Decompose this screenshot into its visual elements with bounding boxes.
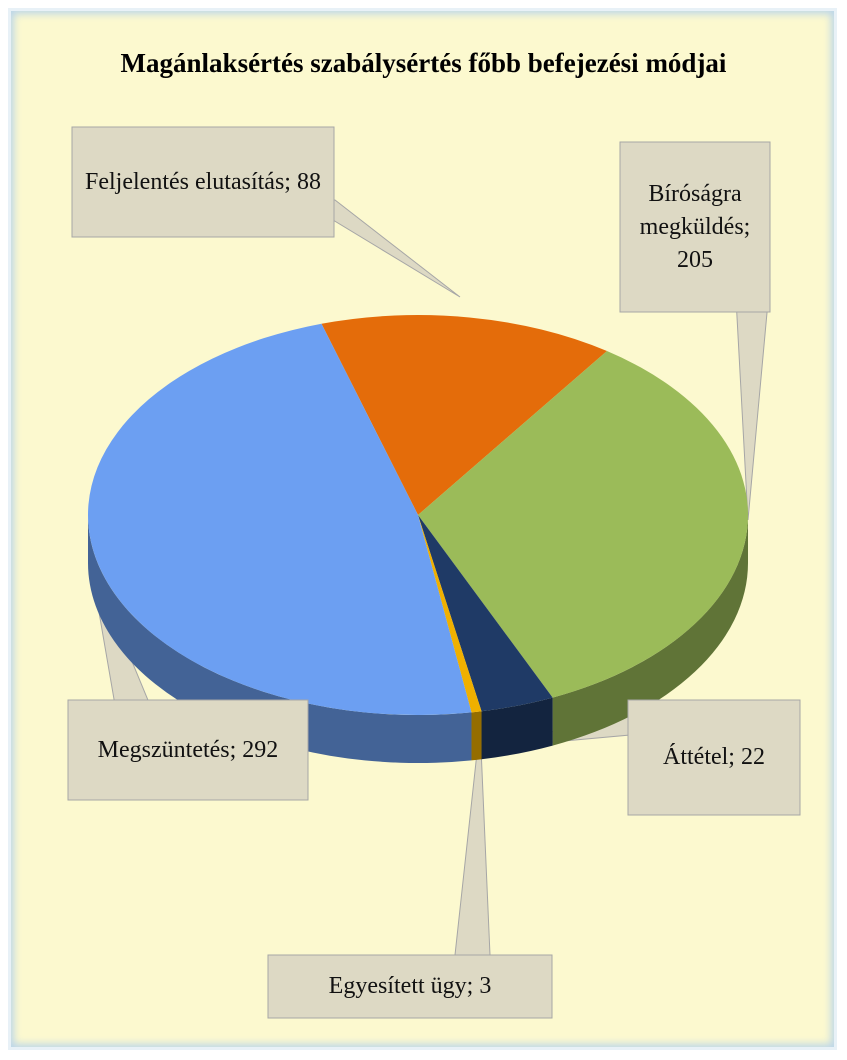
pie-slice-side [552, 515, 748, 746]
callout-box [267, 954, 553, 1019]
data-label: Bíróságra megküldés; 205 [639, 180, 751, 273]
pie [87, 314, 748, 763]
pie-slice [418, 515, 482, 713]
pie-slice [87, 323, 472, 715]
callout-box [71, 126, 335, 238]
data-label: Feljelentés elutasítás; 88 [85, 168, 321, 195]
pie-slice-side [471, 711, 482, 761]
callout-boxes [67, 126, 801, 1019]
pie-slice [321, 314, 607, 515]
callout-box [67, 699, 309, 801]
callout-box [627, 699, 801, 816]
data-label: Egyesített ügy; 3 [328, 973, 492, 999]
chart-title: Magánlaksértés szabálysértés főbb befeje… [120, 48, 727, 78]
pie-slice [418, 515, 553, 712]
pie-slice [418, 351, 748, 698]
callout-box [619, 141, 771, 313]
data-label: Megszüntetés; 292 [97, 736, 279, 763]
data-label: Áttétel; 22 [663, 744, 765, 770]
pie-slice-side [481, 697, 553, 760]
